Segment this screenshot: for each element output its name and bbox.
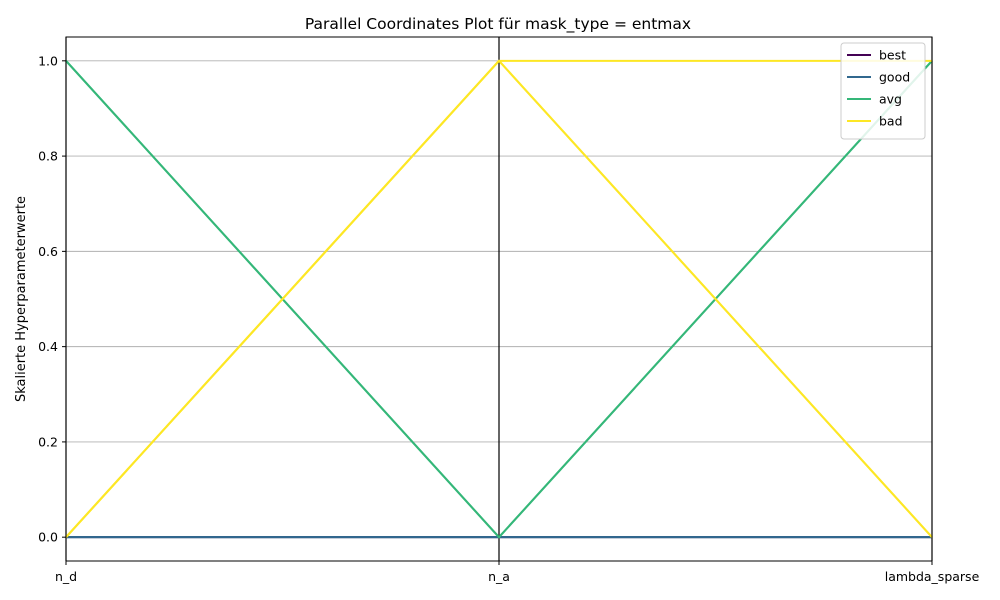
legend-label-best: best	[879, 48, 906, 63]
legend-label-bad: bad	[879, 114, 903, 129]
y-tick-label-4: 0.8	[38, 149, 58, 164]
series-line-bad-2	[65, 59, 932, 538]
y-tick-label-3: 0.6	[38, 244, 58, 259]
legend-box	[840, 42, 926, 140]
coordinate-axes	[65, 37, 933, 561]
y-tick-label-1: 0.2	[38, 434, 58, 449]
series-line-avg-1	[65, 60, 933, 539]
legend: best good avg bad	[840, 42, 926, 140]
legend-label-good: good	[879, 70, 910, 85]
y-tick-label-0: 0.0	[38, 530, 58, 545]
y-tick-label-5: 1.0	[38, 53, 58, 68]
x-tick-label-n_a: n_a	[488, 569, 510, 584]
x-ticks: n_d n_a lambda_sparse	[55, 561, 980, 584]
y-tick-label-2: 0.4	[38, 339, 58, 354]
chart-title: Parallel Coordinates Plot für mask_type …	[305, 15, 691, 34]
x-tick-label-lambda_sparse: lambda_sparse	[885, 569, 980, 584]
y-axis-label: Skalierte Hyperparameterwerte	[14, 196, 29, 402]
series-lines	[65, 59, 933, 539]
y-ticks: 0.0 0.2 0.4 0.6 0.8 1.0	[38, 53, 66, 545]
legend-label-avg: avg	[879, 92, 902, 107]
x-tick-label-n_d: n_d	[55, 569, 77, 584]
